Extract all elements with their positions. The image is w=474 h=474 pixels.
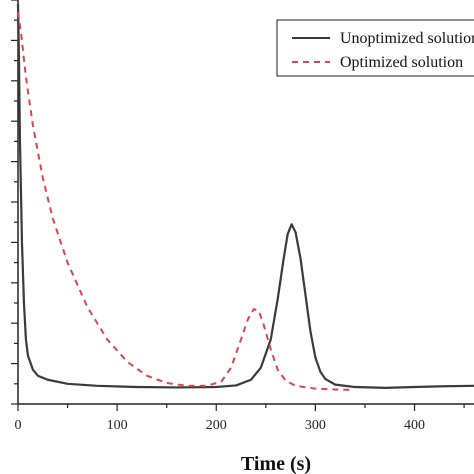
legend-label: Unoptimized solution <box>340 30 474 47</box>
x-tick-label: 0 <box>15 418 22 433</box>
legend-box <box>276 19 474 77</box>
series-layer <box>16 4 474 391</box>
axes: 0 100 200 300 400 <box>11 0 474 433</box>
x-tick-label: 300 <box>305 418 326 433</box>
legend-label: Optimized solution <box>340 54 463 71</box>
legend: Unoptimized solution Optimized solution <box>276 19 474 77</box>
series-line-optimized <box>17 11 351 391</box>
x-axis-title: Time (s) <box>241 453 311 474</box>
series-line-unoptimized <box>16 4 474 389</box>
x-tick-label: 100 <box>107 418 128 433</box>
x-tick-label: 200 <box>206 418 227 433</box>
x-tick-label: 400 <box>404 418 425 433</box>
